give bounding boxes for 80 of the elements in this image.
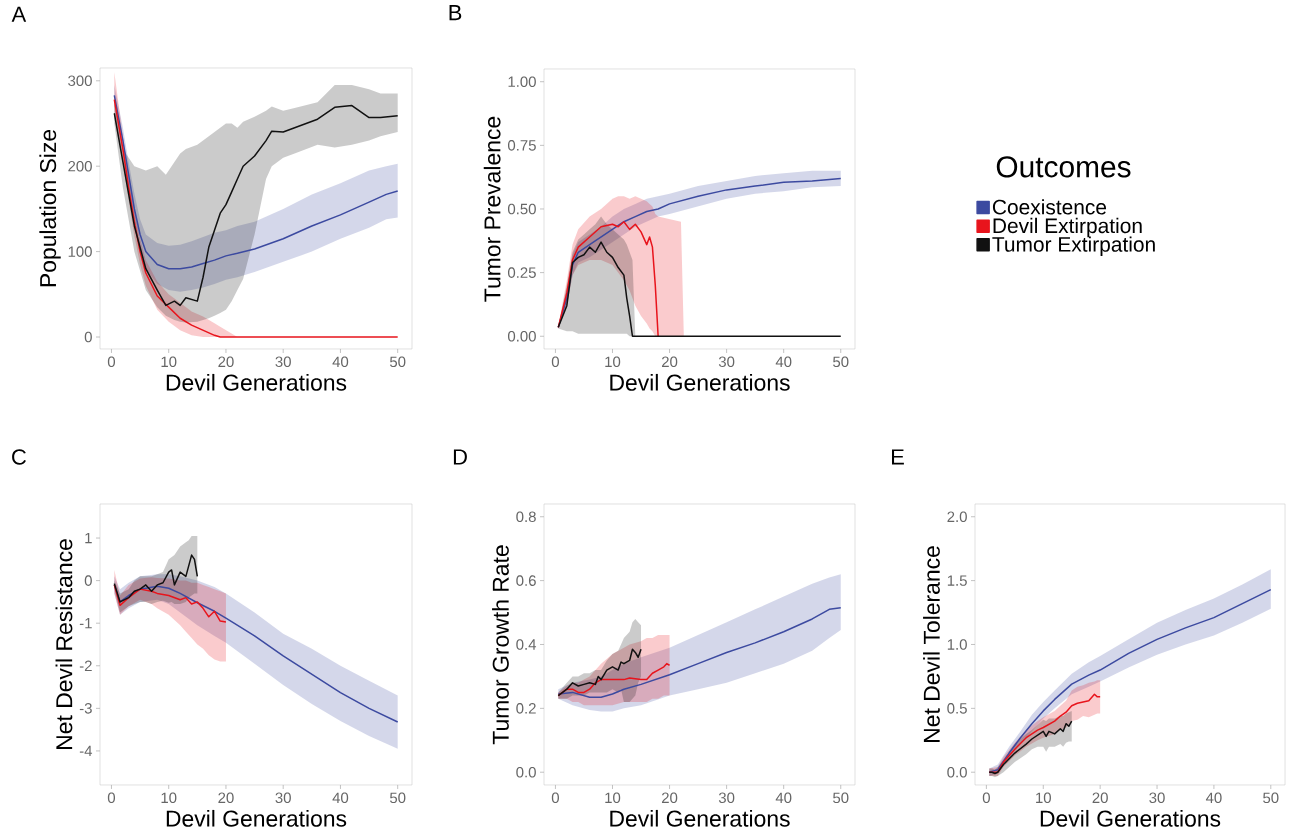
x-tick-label: 20 <box>1092 792 1108 804</box>
y-tick-label: 2.0 <box>947 511 967 523</box>
y-tick-label: 0.50 <box>507 203 536 215</box>
y-tick-label: 0.25 <box>507 267 536 278</box>
y-tick-label: -4 <box>79 745 93 757</box>
chart-title: B <box>449 5 462 21</box>
x-tick-label: 0 <box>982 792 990 804</box>
x-axis-title: Devil Generations <box>610 809 790 827</box>
y-tick-label: 0.75 <box>507 140 536 151</box>
line-series <box>113 584 227 623</box>
x-tick-label: 20 <box>218 356 234 368</box>
y-tick-label: -1 <box>79 618 92 629</box>
x-tick-label: 20 <box>218 792 234 804</box>
y-axis-title: Net Devil Resistance <box>55 539 73 749</box>
x-tick-label: 40 <box>332 792 349 804</box>
x-tick-label: 20 <box>661 792 678 804</box>
y-axis-title: Tumor Prevalence <box>483 116 501 302</box>
y-tick-label: 100 <box>68 246 92 257</box>
y-tick-label: 0.2 <box>516 703 536 714</box>
y-tick-label: 1.0 <box>947 639 967 650</box>
y-tick-label: 0.0 <box>516 766 536 778</box>
y-tick-label: 0.00 <box>507 330 536 342</box>
y-tick-label: 300 <box>68 75 92 87</box>
x-tick-label: 40 <box>332 356 349 368</box>
x-tick-label: 50 <box>1263 792 1279 804</box>
chart-title: E <box>892 449 904 465</box>
x-tick-label: 0 <box>107 356 116 368</box>
line-series <box>113 94 399 270</box>
chart-title: C <box>12 449 26 465</box>
x-tick-label: 50 <box>389 356 406 368</box>
x-tick-label: 30 <box>1149 792 1165 804</box>
y-tick-label: -3 <box>79 703 92 714</box>
x-axis-title: Devil Generations <box>610 373 790 391</box>
line-series <box>557 648 642 697</box>
line-series <box>557 607 842 698</box>
x-tick-label: 30 <box>275 792 291 804</box>
y-axis-title: Tumor Growth Rate <box>492 545 509 745</box>
y-tick-label: 0 <box>84 331 92 343</box>
legend-label: Tumor Extirpation <box>992 236 1155 256</box>
x-tick-label: 30 <box>275 356 291 368</box>
x-tick-label: 30 <box>718 792 735 804</box>
y-tick-label: 0.6 <box>516 575 536 586</box>
x-tick-label: 40 <box>775 792 792 804</box>
y-tick-label: 0.8 <box>516 511 536 523</box>
y-tick-label: 0.5 <box>947 703 967 714</box>
x-tick-label: 50 <box>833 356 849 368</box>
x-axis-title: Devil Generations <box>166 809 347 827</box>
legend-label: Coexistence <box>992 199 1107 215</box>
x-tick-label: 10 <box>605 792 621 804</box>
legend-label: Devil Extirpation <box>993 217 1142 238</box>
x-tick-label: 40 <box>775 356 792 368</box>
x-tick-label: 10 <box>1036 792 1051 804</box>
y-tick-label: 0 <box>84 575 92 586</box>
x-tick-label: 30 <box>718 356 735 368</box>
x-tick-label: 0 <box>107 792 116 804</box>
y-tick-label: 1.00 <box>508 76 536 87</box>
x-axis-title: Devil Generations <box>166 373 347 391</box>
legend-title: Outcomes <box>996 156 1131 178</box>
line-series <box>113 104 399 307</box>
y-axis-title: Net Devil Tolerance <box>923 546 940 742</box>
y-tick-label: 0.0 <box>947 766 967 778</box>
x-tick-label: 40 <box>1205 792 1222 804</box>
line-series <box>557 220 659 338</box>
chart-title: D <box>453 449 467 465</box>
y-tick-label: 1.5 <box>947 575 967 586</box>
x-tick-label: 0 <box>551 792 559 804</box>
y-axis-title: Population Size <box>39 129 61 287</box>
x-axis-title: Devil Generations <box>1040 809 1221 827</box>
y-tick-label: 1 <box>85 532 92 544</box>
x-tick-label: 10 <box>161 792 177 804</box>
y-tick-label: 0.4 <box>516 639 537 650</box>
x-tick-label: 50 <box>389 792 406 804</box>
x-tick-label: 20 <box>661 356 678 368</box>
y-tick-label: 200 <box>68 160 92 172</box>
x-tick-label: 10 <box>605 356 621 368</box>
y-tick-label: -2 <box>79 660 92 671</box>
x-tick-label: 0 <box>551 356 559 368</box>
x-tick-label: 10 <box>161 356 177 368</box>
x-tick-label: 50 <box>833 792 849 804</box>
chart-title: A <box>11 6 27 22</box>
